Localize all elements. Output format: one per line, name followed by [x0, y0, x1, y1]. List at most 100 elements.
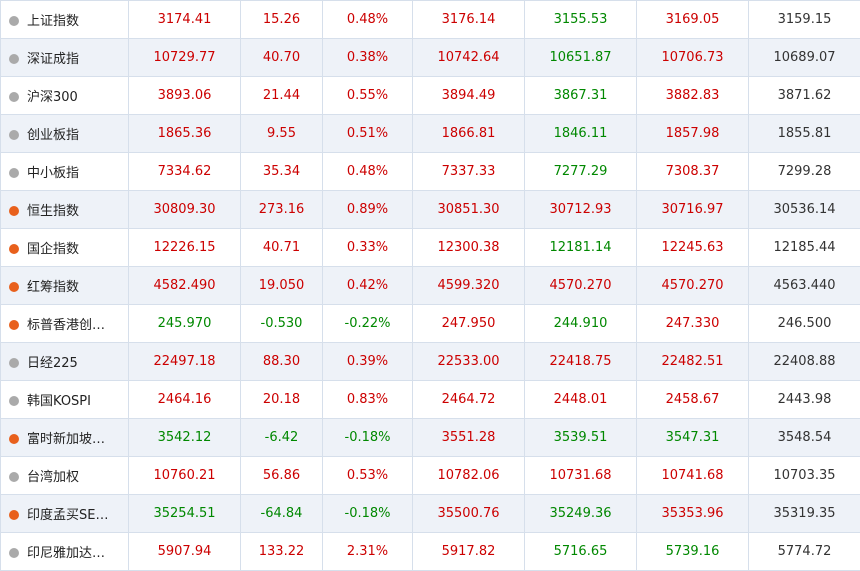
market-dot — [9, 168, 19, 178]
value-text: 10706.73 — [661, 50, 723, 65]
value-text: 0.89% — [347, 202, 388, 217]
value-cell: 2464.16 — [129, 381, 241, 419]
value-text: 3155.53 — [554, 12, 608, 27]
value-cell: 1857.98 — [637, 115, 749, 153]
value-text: 30716.97 — [661, 202, 723, 217]
value-text: 56.86 — [263, 468, 300, 483]
value-cell: 4599.320 — [413, 267, 525, 305]
value-cell: 22418.75 — [525, 343, 637, 381]
value-text: 3174.41 — [158, 12, 212, 27]
value-cell: -0.22% — [323, 305, 413, 343]
value-cell: 9.55 — [241, 115, 323, 153]
value-text: 7334.62 — [158, 164, 212, 179]
value-cell: 5774.72 — [749, 533, 860, 571]
value-text: 88.30 — [263, 354, 300, 369]
value-text: -0.22% — [345, 316, 391, 331]
value-text: 3867.31 — [554, 88, 608, 103]
value-text: 22418.75 — [549, 354, 611, 369]
value-text: 0.51% — [347, 126, 388, 141]
value-text: 3542.12 — [158, 430, 212, 445]
value-cell: 7308.37 — [637, 153, 749, 191]
value-cell: 12226.15 — [129, 229, 241, 267]
index-name-text: 日经225 — [27, 356, 78, 371]
value-cell: 12185.44 — [749, 229, 860, 267]
value-text: 0.48% — [347, 12, 388, 27]
market-dot — [9, 320, 19, 330]
value-cell: 0.42% — [323, 267, 413, 305]
value-cell: 10742.64 — [413, 39, 525, 77]
value-text: 10742.64 — [437, 50, 499, 65]
value-cell: 30536.14 — [749, 191, 860, 229]
value-text: 5907.94 — [158, 544, 212, 559]
value-cell: 22482.51 — [637, 343, 749, 381]
value-cell: 30809.30 — [129, 191, 241, 229]
value-cell: 246.500 — [749, 305, 860, 343]
value-text: 2458.67 — [666, 392, 720, 407]
value-cell: -64.84 — [241, 495, 323, 533]
value-text: 5774.72 — [778, 544, 832, 559]
value-cell: 1855.81 — [749, 115, 860, 153]
value-text: 22497.18 — [153, 354, 215, 369]
index-name: 国企指数 — [1, 229, 129, 267]
value-text: 30712.93 — [549, 202, 611, 217]
value-text: 0.39% — [347, 354, 388, 369]
value-cell: 3894.49 — [413, 77, 525, 115]
index-name-text: 台湾加权 — [27, 470, 79, 485]
value-text: 3894.49 — [442, 88, 496, 103]
value-cell: 3159.15 — [749, 1, 860, 39]
value-text: 4570.270 — [661, 278, 723, 293]
value-text: 3551.28 — [442, 430, 496, 445]
value-cell: 1866.81 — [413, 115, 525, 153]
value-text: 35500.76 — [437, 506, 499, 521]
value-text: 4582.490 — [153, 278, 215, 293]
value-cell: 3893.06 — [129, 77, 241, 115]
value-cell: -0.530 — [241, 305, 323, 343]
value-cell: 244.910 — [525, 305, 637, 343]
value-cell: 2.31% — [323, 533, 413, 571]
value-cell: 0.33% — [323, 229, 413, 267]
value-text: 10651.87 — [549, 50, 611, 65]
value-text: 4563.440 — [773, 278, 835, 293]
value-cell: 3176.14 — [413, 1, 525, 39]
value-text: 1865.36 — [158, 126, 212, 141]
index-name: 富时新加坡… — [1, 419, 129, 457]
value-cell: 3871.62 — [749, 77, 860, 115]
value-text: 3159.15 — [778, 12, 832, 27]
value-cell: 4582.490 — [129, 267, 241, 305]
value-text: 35319.35 — [773, 506, 835, 521]
value-cell: 133.22 — [241, 533, 323, 571]
value-text: -0.530 — [261, 316, 303, 331]
index-name: 沪深300 — [1, 77, 129, 115]
index-name: 印尼雅加达… — [1, 533, 129, 571]
value-cell: 40.71 — [241, 229, 323, 267]
index-name-text: 创业板指 — [27, 128, 79, 143]
value-cell: 30716.97 — [637, 191, 749, 229]
value-text: 10760.21 — [153, 468, 215, 483]
value-text: 5716.65 — [554, 544, 608, 559]
value-cell: 12300.38 — [413, 229, 525, 267]
value-cell: 0.48% — [323, 1, 413, 39]
value-cell: 7334.62 — [129, 153, 241, 191]
value-cell: 21.44 — [241, 77, 323, 115]
index-name-text: 沪深300 — [27, 90, 78, 105]
value-text: 22408.88 — [773, 354, 835, 369]
index-name-text: 红筹指数 — [27, 280, 79, 295]
index-name: 恒生指数 — [1, 191, 129, 229]
